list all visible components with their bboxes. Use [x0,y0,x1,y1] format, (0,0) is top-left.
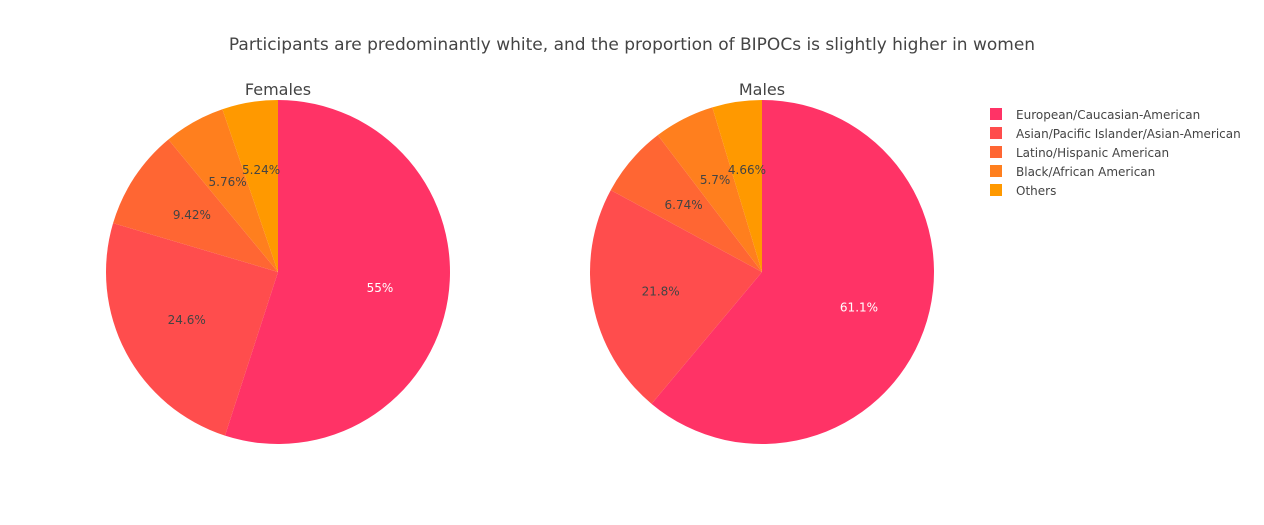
legend-label: Asian/Pacific Islander/Asian-American [1016,127,1241,141]
pie-slice-latino[interactable] [610,135,762,272]
pie-slice-european[interactable] [224,100,450,444]
pie-females-labels: 55% 24.6% 9.42% 5.76%5.24% [168,163,394,327]
legend-item-latino[interactable]: Latino/Hispanic American [990,146,1169,160]
legend: European/Caucasian-American Asian/Pacifi… [990,108,1241,198]
legend-label: Others [1016,184,1056,198]
legend-label: European/Caucasian-American [1016,108,1200,122]
slice-label-latino: 6.74% [665,198,703,212]
chart-title: Participants are predominantly white, an… [229,35,1035,55]
slice-label-european: 61.1% [840,300,878,314]
pie-slice-asian[interactable] [590,190,762,404]
slice-label-black: 5.76% [209,175,247,189]
pie-males: Males 61.1% 21.8% 6.74% 5.7%4.66% [590,80,935,444]
pie-slice-latino[interactable] [113,139,279,272]
legend-item-others[interactable]: Others [990,184,1056,198]
pie-slice-european[interactable] [651,100,935,444]
slice-label-black: 5.7% [700,173,731,187]
slice-label-others: 4.66% [728,163,766,177]
pie-males-title: Males [739,80,785,99]
pie-females-title: Females [245,80,311,99]
slice-label-asian: 21.8% [642,284,680,298]
legend-item-european[interactable]: European/Caucasian-American [990,108,1200,122]
pie-slice-black[interactable] [168,109,278,272]
legend-label: Black/African American [1016,165,1155,179]
slice-label-european: 55% [367,281,394,295]
slice-label-latino: 9.42% [173,208,211,222]
legend-label: Latino/Hispanic American [1016,146,1169,160]
pie-slice-others[interactable] [222,100,278,272]
pie-slice-asian[interactable] [105,223,278,436]
legend-item-black[interactable]: Black/African American [990,165,1155,179]
pie-slice-black[interactable] [657,107,762,272]
pie-males-labels: 61.1% 21.8% 6.74% 5.7%4.66% [642,163,878,314]
slice-label-asian: 24.6% [168,313,206,327]
pie-slice-others[interactable] [712,100,762,272]
pie-females: Females 55% 24.6% 9.42% 5.76%5.24% [105,80,450,444]
slice-label-others: 5.24% [242,163,280,177]
pie-males-slices [590,100,935,444]
legend-item-asian[interactable]: Asian/Pacific Islander/Asian-American [990,127,1241,141]
pie-females-slices [105,100,450,444]
